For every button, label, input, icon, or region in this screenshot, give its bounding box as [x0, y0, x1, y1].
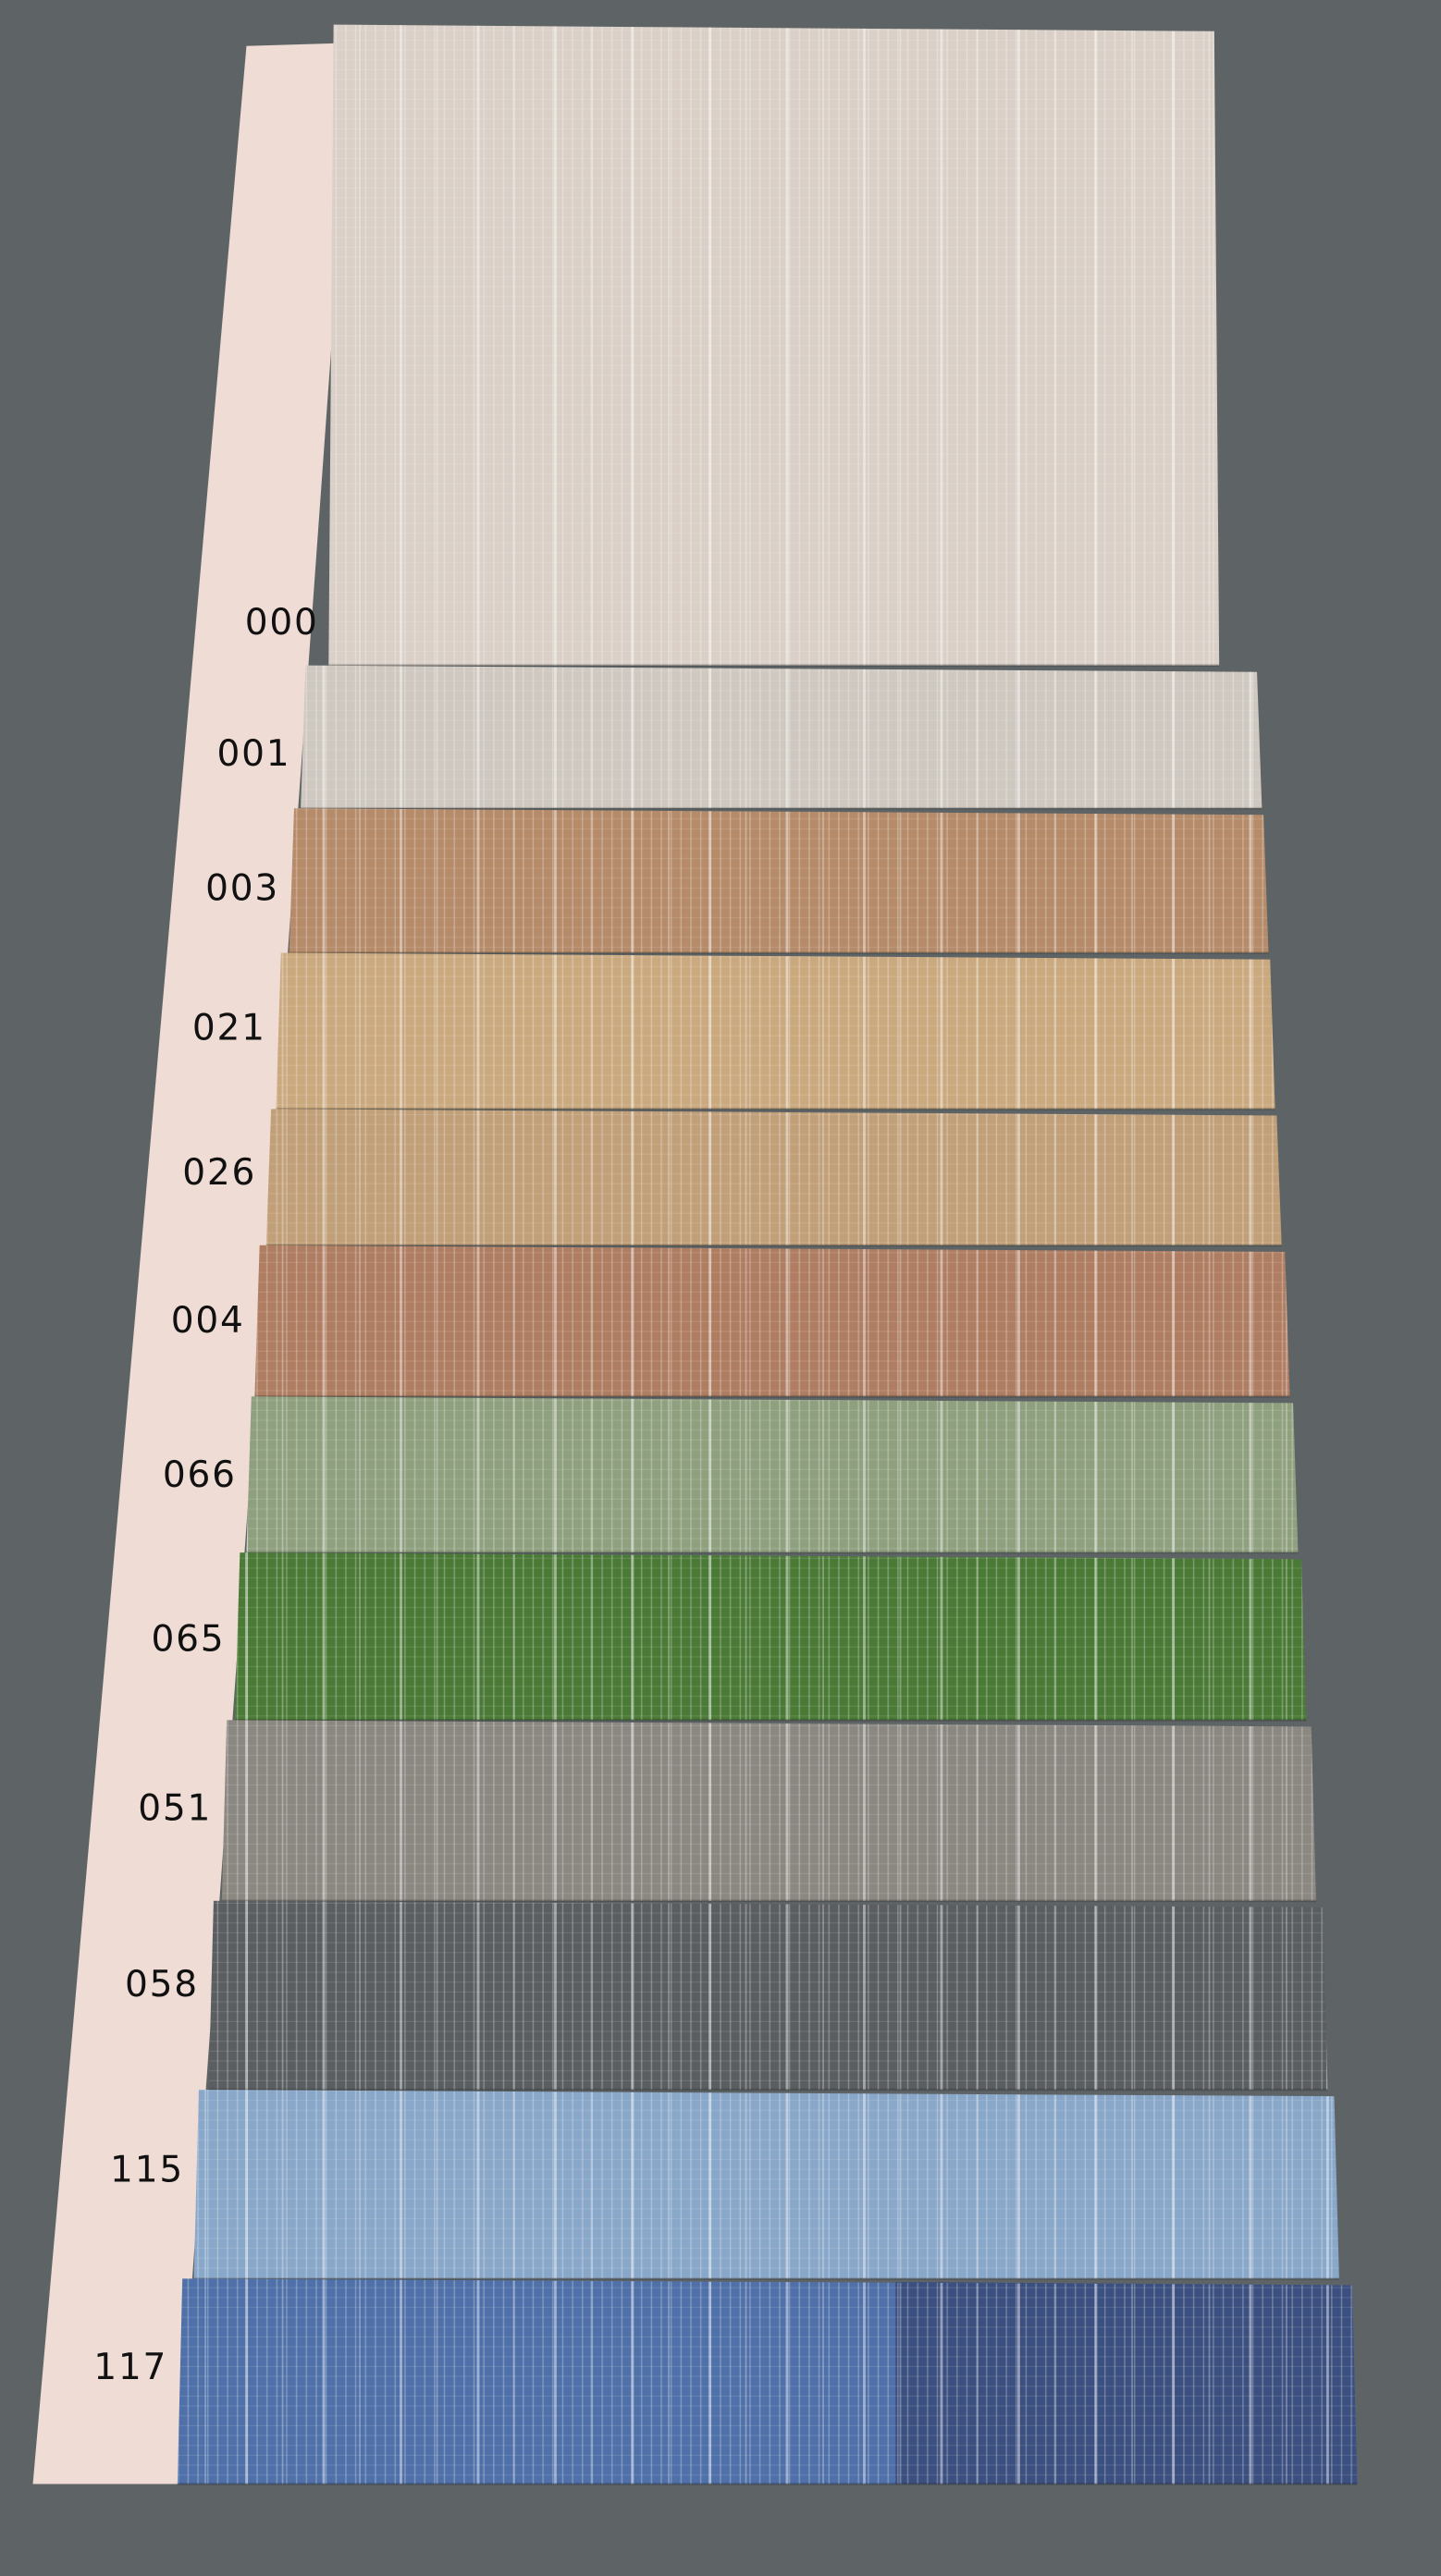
swatch-051: 051: [138, 1720, 1316, 1903]
swatch-slub-lines: [254, 1245, 1290, 1397]
swatch-slub-lines: [193, 2090, 1339, 2279]
swatch-code-label: 000: [245, 602, 319, 644]
swatch-115: 115: [110, 2090, 1339, 2280]
swatch-slub-lines: [208, 1900, 1328, 2091]
swatch-slub-lines: [221, 1720, 1316, 1901]
swatch-slub-lines: [177, 2278, 1358, 2484]
swatch-066: 066: [163, 1396, 1299, 1554]
swatch-000: 000: [245, 24, 1220, 667]
swatch-slub-lines: [235, 1552, 1307, 1721]
swatch-code-label: 115: [110, 2150, 184, 2191]
swatch-004: 004: [171, 1245, 1290, 1398]
swatch-001: 001: [217, 665, 1262, 810]
swatch-code-label: 051: [138, 1788, 212, 1830]
swatch-slub-lines: [276, 952, 1275, 1110]
swatch-058: 058: [125, 1900, 1328, 2091]
swatch-code-label: 066: [163, 1454, 237, 1496]
swatch-slub-lines: [265, 1109, 1282, 1245]
swatch-026: 026: [182, 1109, 1282, 1247]
swatch-code-label: 021: [192, 1008, 266, 1049]
swatch-021: 021: [192, 952, 1275, 1110]
swatch-slub-lines: [246, 1396, 1299, 1553]
swatch-code-label: 058: [125, 1964, 199, 2006]
swatch-065: 065: [151, 1552, 1307, 1722]
swatch-code-label: 117: [93, 2347, 167, 2388]
swatch-slub-lines: [301, 665, 1262, 809]
swatch-code-label: 001: [217, 733, 291, 775]
swatch-code-label: 026: [182, 1152, 256, 1194]
swatch-slub-lines: [328, 24, 1220, 666]
swatch-003: 003: [205, 808, 1269, 954]
swatch-slub-lines: [289, 808, 1269, 953]
backing-card: [32, 43, 353, 2484]
swatch-code-label: 004: [171, 1300, 245, 1342]
swatch-117: 117: [93, 2278, 1358, 2485]
swatch-code-label: 065: [151, 1619, 225, 1661]
swatch-code-label: 003: [205, 868, 279, 910]
swatch-list: 000 001 003 021 026 004 066 065 051 058 115 117: [93, 24, 1358, 2485]
